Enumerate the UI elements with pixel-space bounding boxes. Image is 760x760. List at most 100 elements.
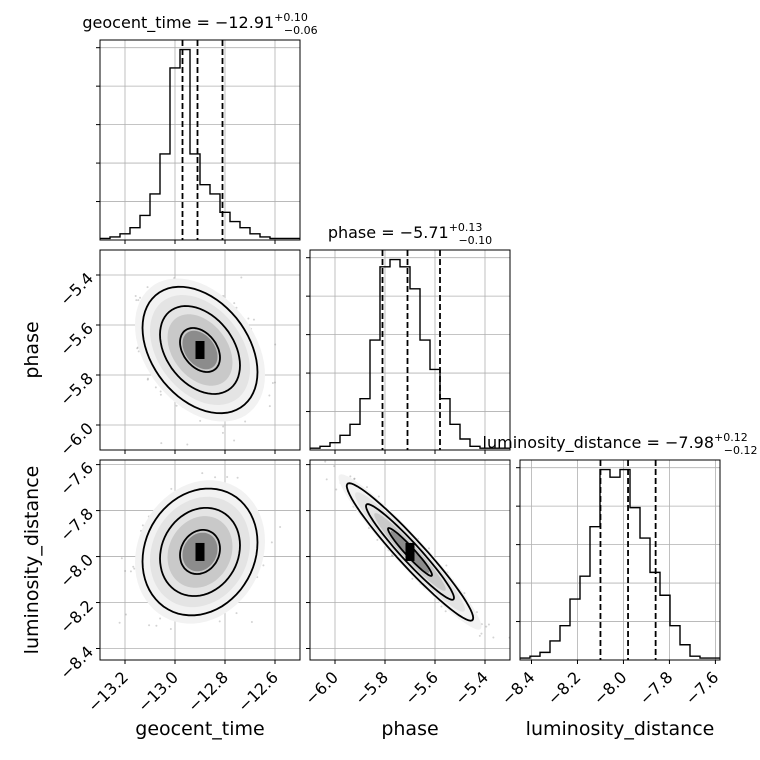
xlabel-geocent-time: geocent_time [135, 718, 264, 740]
sample-point [270, 541, 273, 544]
contour-1 [159, 507, 241, 597]
sample-point [135, 299, 138, 302]
ylabel-phase: phase [21, 321, 43, 378]
xtick-label-geocent_time: −13.2 [84, 668, 132, 716]
sample-point [240, 276, 243, 279]
sample-point [478, 634, 481, 637]
ytick-label-luminosity_distance: −8.0 [56, 550, 97, 591]
sample-point [120, 557, 123, 560]
hist-panel-geocent_time: geocent_time = −12.91+0.10 −0.06 [82, 11, 318, 244]
sample-point [244, 420, 247, 423]
scatter-1-2-frame [309, 459, 511, 661]
sample-point [146, 286, 149, 289]
sample-point [175, 404, 178, 407]
xtick-label-luminosity_distance: −8.2 [544, 668, 585, 709]
sample-point [485, 625, 488, 628]
sample-point [146, 378, 149, 381]
contour-0 [141, 285, 259, 415]
sample-point [154, 386, 157, 389]
sample-point [268, 405, 271, 408]
sample-point [132, 565, 135, 568]
hist-panel-phase: phase = −5.71+0.13 −0.10 [306, 221, 511, 454]
sample-point [353, 477, 356, 480]
sample-point [324, 460, 327, 463]
sample-point [321, 455, 323, 457]
scatter-panel-phase-luminosity_distance [306, 455, 511, 664]
sample-point [268, 394, 271, 397]
xtick-label-luminosity_distance: −7.6 [682, 668, 723, 709]
sample-point [440, 605, 443, 608]
sample-point [159, 390, 162, 393]
sample-point [353, 478, 356, 481]
sample-point [218, 620, 221, 623]
sample-point [201, 472, 204, 475]
ytick-label-phase: −5.6 [56, 319, 97, 360]
sample-point [390, 554, 393, 557]
sample-point [124, 570, 127, 573]
sample-point [226, 476, 229, 479]
xtick-label-luminosity_distance: −7.8 [636, 668, 677, 709]
xtick-label-phase: −6.0 [301, 668, 342, 709]
sample-point [236, 476, 239, 479]
xtick-label-phase: −5.8 [351, 668, 392, 709]
sample-point [169, 628, 172, 631]
sample-point [335, 488, 338, 491]
density-peak-bin [405, 542, 415, 561]
sample-point [170, 487, 173, 490]
ytick-label-phase: −5.4 [56, 269, 97, 310]
sample-point [492, 636, 495, 639]
hist-panel-luminosity_distance: luminosity_distance = −7.98+0.12 −0.12 [483, 431, 758, 664]
sample-point [376, 538, 379, 541]
sample-point [235, 612, 238, 615]
xlabel-phase: phase [381, 718, 438, 740]
ytick-label-luminosity_distance: −8.4 [56, 642, 97, 683]
sample-point [274, 343, 277, 346]
contour-0 [141, 487, 259, 617]
contour-2 [179, 529, 221, 575]
hist-bg-luminosity_distance [520, 460, 720, 660]
contour-0 [345, 482, 475, 622]
sample-point [124, 613, 127, 616]
hist-luminosity_distance-frame [519, 459, 721, 661]
sample-point [233, 439, 236, 442]
sample-point [160, 442, 163, 445]
sample-point [139, 296, 142, 299]
density-peak-bin [195, 542, 205, 561]
title-geocent_time: geocent_time = −12.91+0.10 −0.06 [82, 11, 317, 37]
xtick-label-phase: −5.6 [401, 668, 442, 709]
sample-point [445, 564, 448, 567]
ytick-label-luminosity_distance: −8.2 [56, 596, 97, 637]
sample-point [271, 381, 274, 384]
sample-point [148, 624, 151, 627]
sample-point [279, 525, 282, 528]
ytick-label-luminosity_distance: −7.6 [56, 458, 97, 499]
title-luminosity_distance: luminosity_distance = −7.98+0.12 −0.12 [483, 431, 758, 457]
sample-point [118, 621, 121, 624]
sample-point [487, 623, 490, 626]
sample-point [480, 623, 483, 626]
sample-point [159, 617, 162, 620]
contour-1 [159, 305, 241, 395]
xtick-label-luminosity_distance: −8.0 [590, 668, 631, 709]
sample-point [250, 620, 253, 623]
sample-point [129, 570, 132, 573]
histogram-phase [310, 258, 510, 449]
title-phase: phase = −5.71+0.13 −0.10 [328, 221, 492, 247]
sample-point [233, 302, 236, 305]
sample-point [186, 443, 189, 446]
hist-geocent_time-frame [99, 39, 301, 241]
scatter-inner [118, 472, 282, 631]
xlabel-luminosity-distance: luminosity_distance [526, 718, 715, 740]
ytick-label-phase: −5.8 [56, 369, 97, 410]
sample-point [199, 419, 202, 422]
ylabel-luminosity-distance: luminosity_distance [21, 466, 43, 655]
xtick-label-geocent_time: −13.0 [134, 668, 182, 716]
sample-point [133, 567, 136, 570]
sample-point [273, 381, 276, 384]
sample-point [480, 632, 483, 635]
hist-phase-frame [309, 249, 511, 451]
sample-point [221, 431, 224, 434]
sample-point [159, 393, 162, 396]
scatter-panel-geocent_time-phase [96, 249, 301, 454]
